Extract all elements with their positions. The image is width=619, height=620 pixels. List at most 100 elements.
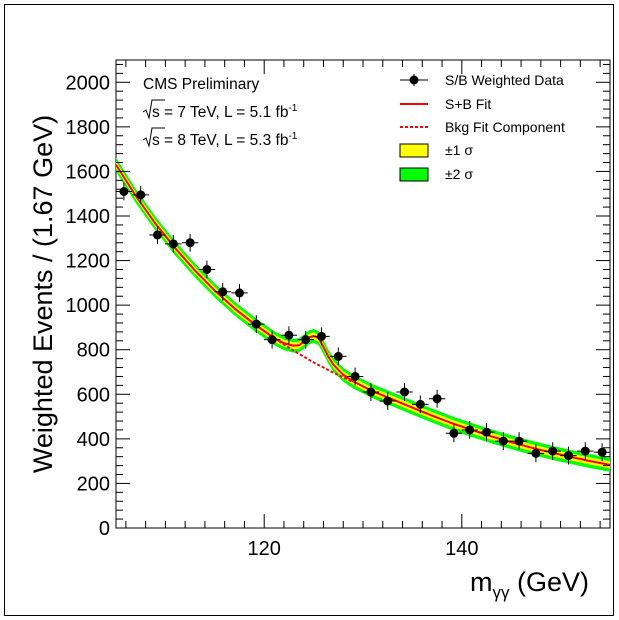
legend-bkg-label: Bkg Fit Component [445,119,565,135]
x-axis-title-unit: (GeV) [510,567,590,597]
data-point [362,383,380,401]
data-point-marker [267,335,277,345]
info-box: CMS Preliminary s = 7 TeV, L = 5.1 fb-1 … [142,76,298,149]
data-point-marker [465,425,475,435]
data-point [214,282,231,301]
legend-band1-label: ±1 σ [445,142,473,158]
data-point-marker [597,447,607,457]
data-point [593,443,611,462]
data-points [115,182,611,465]
run1-energy-label: s = 7 TeV, L = 5.1 fb [152,104,288,121]
data-point-marker [168,239,178,249]
data-point-marker [399,387,409,397]
x-axis-title-main: m [470,567,493,597]
data-point [330,347,347,366]
legend-band2-swatch [399,167,429,182]
data-point [577,442,594,461]
data-point [412,395,429,414]
sb-fit-line [116,164,610,466]
data-point [313,327,330,346]
y-tick-label: 1800 [66,117,111,139]
sqrt-symbol-7tev [142,99,165,120]
data-point [231,283,248,302]
data-point-marker [432,394,442,404]
data-point [149,226,166,244]
band-1sigma [116,161,610,469]
data-point [445,424,463,443]
data-point-marker [301,335,311,345]
legend-band2-label: ±2 σ [445,166,473,182]
data-point [396,383,413,401]
axes: 0 200 400 600 800 1000 1200 1400 1600 1800 2000 120… [66,60,610,560]
y-tick-label: 400 [77,429,110,451]
sqrt-symbol-8tev [142,127,165,148]
legend-fit-label: S+B Fit [445,96,491,112]
data-point-marker [580,446,590,456]
data-point-marker [218,287,228,297]
legend-data-marker [400,74,428,86]
svg-text:s = 8 TeV, L = 5.3 fb-1: s = 8 TeV, L = 5.3 fb-1 [152,131,298,149]
y-tick-label: 1600 [66,161,111,183]
data-point-marker [482,427,491,437]
x-tick-label: 140 [445,538,478,560]
data-point-marker [251,319,261,329]
run1-superscript: -1 [288,103,297,114]
y-tick-label: 1000 [66,295,111,317]
data-point [132,185,149,204]
data-point-marker [531,448,541,458]
data-point [263,330,281,349]
data-point [527,444,545,463]
data-point-marker [284,330,294,340]
y-tick-label: 200 [77,473,110,495]
data-point-marker [548,446,558,456]
y-axis-title: Weighted Events / (1.67 GeV) [28,115,58,473]
data-point [165,234,182,253]
data-point-marker [415,399,425,409]
data-point [280,326,298,345]
svg-text:s = 7 TeV, L = 5.1 fb-1: s = 7 TeV, L = 5.1 fb-1 [152,103,298,121]
experiment-label: CMS Preliminary [143,76,260,93]
x-axis-title: mγγ (GeV) [470,567,589,602]
run2-energy-label: s = 8 TeV, L = 5.3 fb [152,132,288,149]
y-tick-label: 800 [77,340,110,362]
data-point-marker [202,264,212,274]
data-point-marker [333,351,343,361]
y-tick-label: 2000 [66,72,111,94]
data-point [495,432,512,450]
data-point-marker [498,436,508,446]
fit-curves [116,164,610,466]
run2-superscript: -1 [288,131,297,142]
data-point-marker [564,451,574,461]
data-point-marker [350,371,360,381]
chart-frame [4,4,614,616]
data-point-marker [449,428,459,438]
y-tick-label: 1200 [66,251,111,273]
data-point-marker [514,436,524,446]
x-tick-label: 120 [248,538,281,560]
y-tick-label: 0 [99,518,110,540]
data-point [297,330,314,349]
data-point [544,442,561,461]
data-point [428,389,446,408]
legend: S/B Weighted Data S+B Fit Bkg Fit Compon… [399,72,565,182]
y-tick-label: 600 [77,384,110,406]
data-point-marker [119,186,129,196]
data-point [461,421,478,439]
data-point-marker [317,331,327,341]
data-point-marker [136,190,146,200]
data-point [198,260,216,279]
data-point [478,423,495,442]
data-point-marker [383,396,393,406]
x-axis-title-sub: γγ [493,583,511,602]
data-point-marker [235,288,244,298]
data-point [181,233,199,252]
data-point [346,367,364,386]
data-point-marker [185,238,195,248]
data-point [248,315,265,333]
data-point [510,432,528,450]
y-tick-label: 1400 [66,206,111,228]
data-point [560,446,577,465]
data-point-marker [366,387,376,397]
band-2sigma [116,157,610,472]
